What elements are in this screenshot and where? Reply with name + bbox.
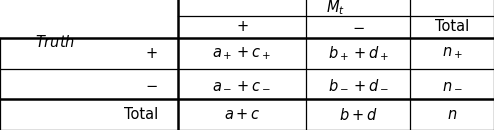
Text: $b + d$: $b + d$	[339, 107, 377, 123]
Text: $a_+ + c_+$: $a_+ + c_+$	[212, 45, 272, 62]
Text: $+$: $+$	[145, 46, 158, 61]
Text: $a + c$: $a + c$	[224, 107, 260, 122]
Text: $+$: $+$	[236, 20, 248, 34]
Text: $n$: $n$	[447, 107, 457, 122]
Text: Total: Total	[435, 20, 469, 34]
Text: $b_- + d_-$: $b_- + d_-$	[328, 77, 389, 92]
Text: $-$: $-$	[352, 20, 365, 34]
Text: $Truth$: $Truth$	[35, 34, 75, 50]
Text: $-$: $-$	[145, 77, 158, 92]
Text: Total: Total	[124, 107, 158, 122]
Text: $M_t$: $M_t$	[327, 0, 345, 17]
Text: $b_+ + d_+$: $b_+ + d_+$	[328, 44, 389, 63]
Text: $n_-$: $n_-$	[442, 77, 462, 92]
Text: $a_- + c_-$: $a_- + c_-$	[212, 77, 272, 92]
Text: $n_+$: $n_+$	[442, 46, 462, 61]
